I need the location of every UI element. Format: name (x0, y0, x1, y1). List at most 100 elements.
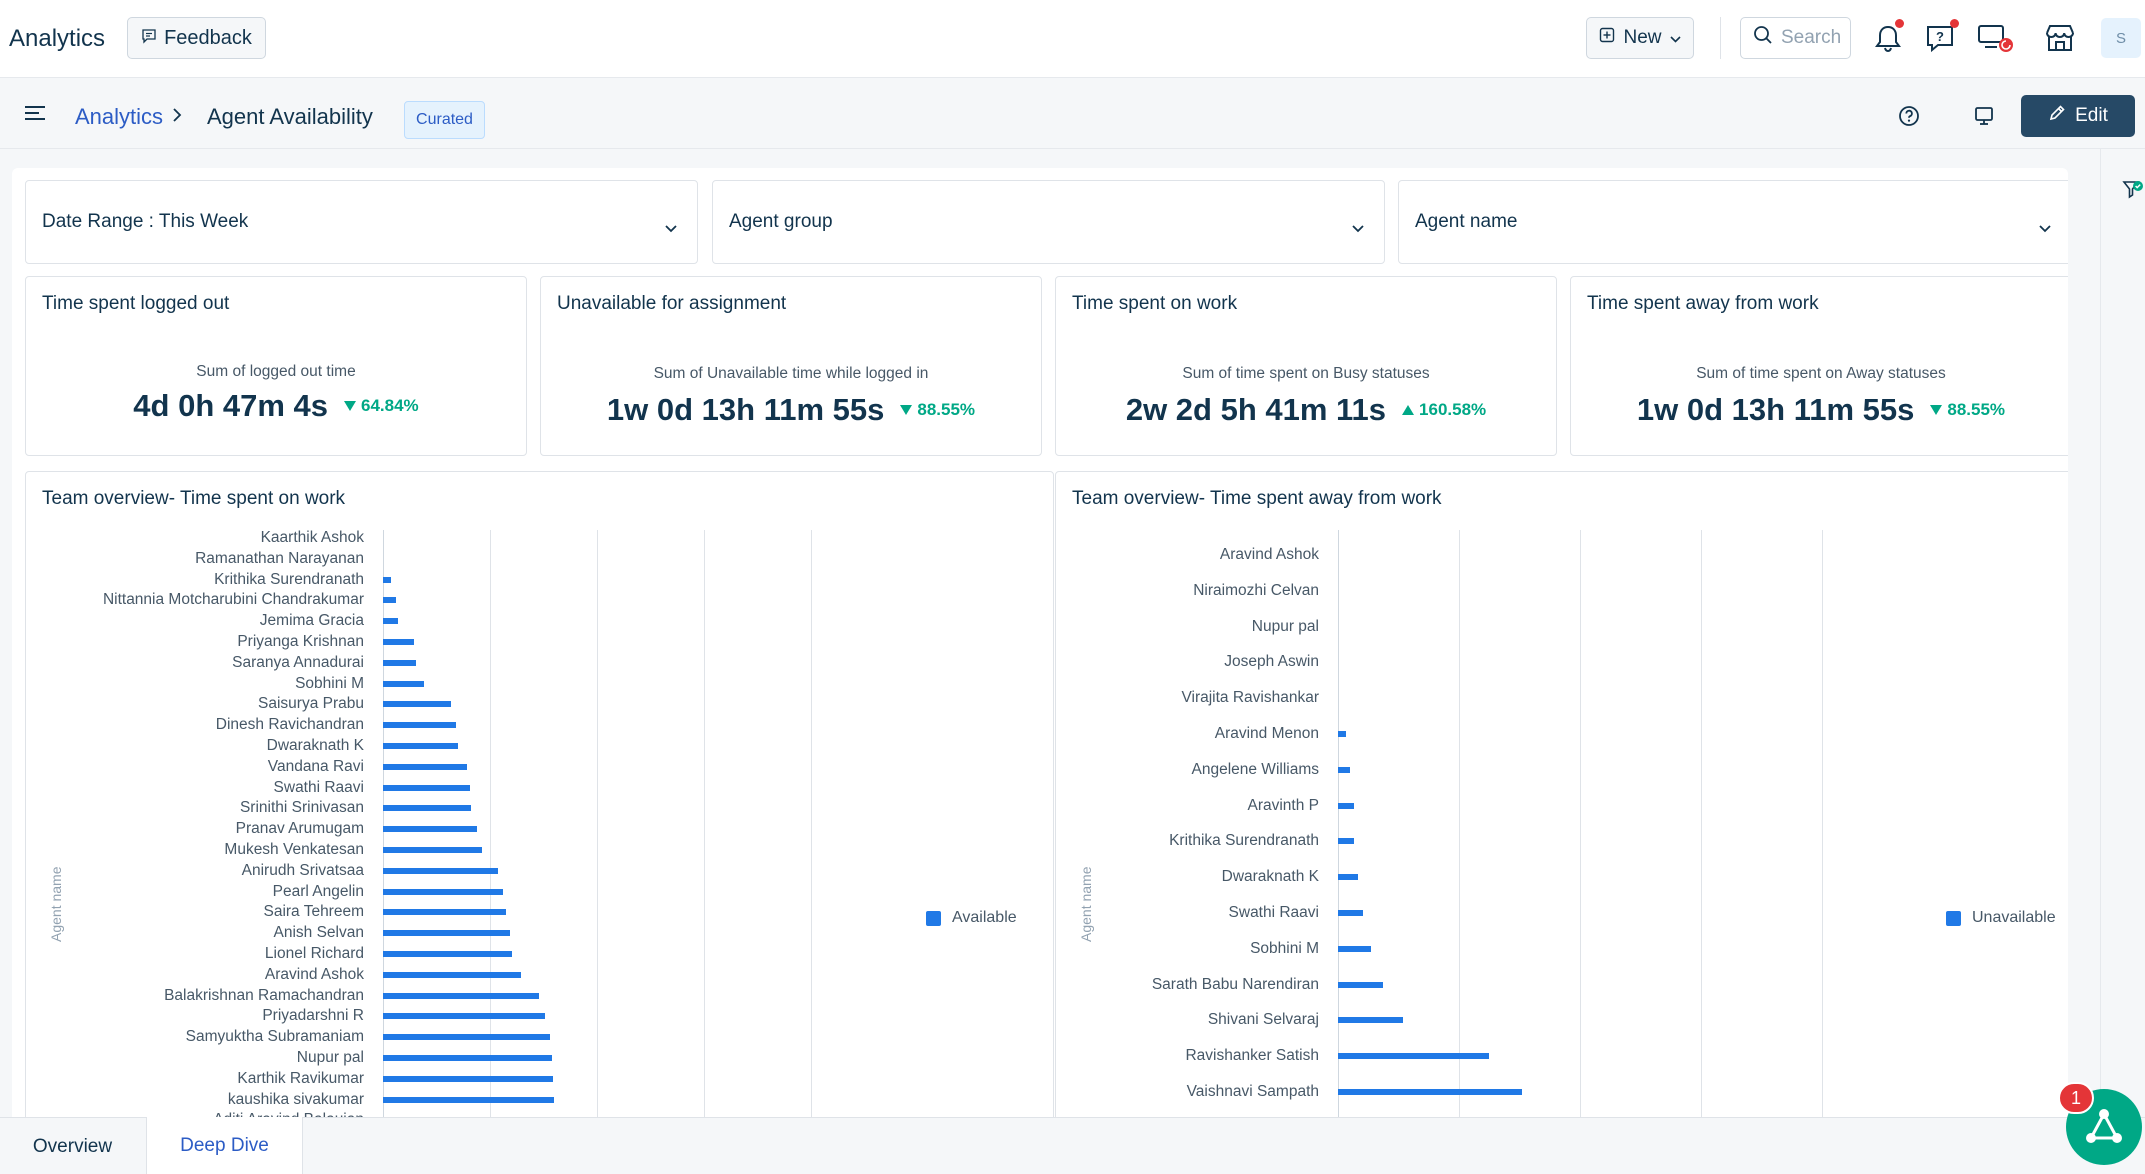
kpi-subtitle: Sum of time spent on Busy statuses (1182, 365, 1430, 382)
menu-icon[interactable] (24, 105, 46, 126)
category-label: Lionel Richard (264, 945, 364, 962)
bottom-tab-bar: Overview Deep Dive (0, 1117, 2145, 1174)
plus-box-icon (1599, 27, 1615, 49)
category-label: Vaishnavi Sampath (1186, 1083, 1319, 1100)
triangle-down-icon (344, 401, 357, 411)
chart-time-away-from-work[interactable]: Team overview- Time spent away from work… (1055, 471, 2068, 1174)
bar-mark[interactable] (383, 1075, 553, 1082)
chart-legend[interactable]: Unavailable (1946, 909, 2056, 927)
gridline (1701, 530, 1702, 1174)
agent-name-filter[interactable]: Agent name (1398, 180, 2068, 264)
kpi-card-unavailable[interactable]: Unavailable for assignment Sum of Unavai… (540, 276, 1042, 456)
category-label: Nupur pal (1251, 617, 1319, 635)
search-input[interactable]: Search (1740, 17, 1851, 59)
bar-mark[interactable] (383, 971, 521, 978)
bar-mark[interactable] (383, 847, 483, 853)
present-mode-monitor-icon[interactable] (1973, 105, 1995, 132)
kpi-subtitle: Sum of logged out time (196, 363, 356, 380)
gridline (1459, 530, 1460, 1174)
bar-mark[interactable] (1338, 1089, 1522, 1095)
bar-mark[interactable] (383, 888, 503, 895)
gridline (597, 530, 598, 1174)
bar-mark[interactable] (383, 826, 477, 833)
agent-group-filter[interactable]: Agent group (712, 180, 1385, 264)
kpi-title: Time spent on work (1072, 293, 1238, 314)
bar-mark[interactable] (383, 743, 459, 749)
date-range-label: Date Range : This Week (42, 211, 249, 232)
kpi-change: 64.84% (344, 396, 419, 416)
tab-overview[interactable]: Overview (32, 1135, 113, 1157)
bar-mark[interactable] (1338, 1053, 1490, 1060)
chat-icon (141, 27, 157, 50)
category-label: Kaarthik Ashok (260, 529, 364, 546)
category-label: Srinithi Srinivasan (239, 799, 364, 817)
bar-mark[interactable] (383, 1034, 550, 1041)
bar-mark[interactable] (1338, 838, 1355, 845)
bar-mark[interactable] (383, 618, 398, 625)
edit-button[interactable]: Edit (2021, 95, 2135, 137)
date-range-filter[interactable]: Date Range : This Week (25, 180, 698, 264)
bar-mark[interactable] (383, 992, 540, 999)
bar-mark[interactable] (1338, 1017, 1404, 1024)
bar-mark[interactable] (383, 951, 513, 957)
kpi-card-time-on-work[interactable]: Time spent on work Sum of time spent on … (1055, 276, 1557, 456)
bar-mark[interactable] (383, 930, 511, 937)
bar-mark[interactable] (383, 1096, 554, 1103)
bar-mark[interactable] (383, 1055, 552, 1061)
bar-mark[interactable] (383, 763, 468, 770)
filter-applied-icon[interactable] (2122, 179, 2144, 206)
legend-label: Unavailable (1972, 909, 2056, 926)
category-label: Balakrishnan Ramachandran (164, 986, 364, 1004)
category-label: Shivani Selvaraj (1207, 1011, 1319, 1029)
bar-mark[interactable] (383, 867, 498, 874)
bar-mark[interactable] (383, 909, 506, 916)
notifications-bell-icon[interactable] (1868, 17, 1908, 59)
tab-deep-dive[interactable]: Deep Dive (146, 1117, 303, 1174)
bar-mark[interactable] (383, 680, 424, 687)
pencil-icon (2048, 104, 2066, 128)
edit-label: Edit (2075, 105, 2108, 126)
kpi-value-row: 2w 2d 5h 41m 11s 160.58% (1056, 392, 1556, 428)
bar-mark[interactable] (383, 701, 451, 708)
user-avatar[interactable]: S (2101, 18, 2141, 58)
bar-mark[interactable] (1338, 731, 1347, 737)
bar-mark[interactable] (1338, 910, 1363, 916)
agent-status-monitor-icon[interactable] (1976, 17, 2016, 59)
bar-mark[interactable] (1338, 802, 1355, 809)
bar-mark[interactable] (1338, 945, 1371, 952)
help-circle-icon[interactable] (1898, 105, 1920, 132)
assistant-launcher[interactable] (2066, 1089, 2142, 1165)
kpi-subtitle: Sum of time spent on Away statuses (1696, 365, 1946, 382)
bar-mark[interactable] (383, 576, 392, 583)
chart-time-on-work[interactable]: Team overview- Time spent on work Agent … (25, 471, 1054, 1174)
bar-mark[interactable] (383, 722, 456, 729)
chevron-down-icon (1669, 27, 1681, 49)
bar-mark[interactable] (1338, 981, 1383, 988)
bar-mark[interactable] (383, 1013, 545, 1020)
category-label: Dwaraknath K (1221, 868, 1319, 886)
kpi-card-logged-out[interactable]: Time spent logged out Sum of logged out … (25, 276, 527, 456)
new-button[interactable]: New (1586, 17, 1694, 59)
bar-mark[interactable] (383, 805, 471, 812)
category-label: Sobhini M (295, 674, 364, 692)
feedback-button[interactable]: Feedback (127, 17, 266, 59)
notification-dot (1895, 19, 1904, 28)
kpi-change: 160.58% (1402, 400, 1486, 420)
chart-legend[interactable]: Available (926, 909, 1017, 927)
bar-mark[interactable] (1338, 766, 1351, 773)
kpi-card-away-from-work[interactable]: Time spent away from work Sum of time sp… (1570, 276, 2068, 456)
bar-mark[interactable] (383, 639, 415, 645)
breadcrumb-analytics-link[interactable]: Analytics (75, 104, 164, 129)
chevron-down-icon (2039, 217, 2051, 239)
help-question-icon[interactable]: ? (1920, 17, 1960, 59)
bar-mark[interactable] (1338, 874, 1359, 881)
bar-mark[interactable] (383, 659, 417, 666)
agent-name-label: Agent name (1415, 211, 1518, 232)
legend-swatch (926, 910, 941, 926)
help-dot (1950, 19, 1959, 28)
category-label: Karthik Ravikumar (237, 1069, 364, 1087)
bar-mark[interactable] (383, 597, 396, 604)
marketplace-store-icon[interactable] (2040, 17, 2080, 59)
kpi-change-value: 88.55% (917, 400, 976, 419)
bar-mark[interactable] (383, 784, 470, 791)
